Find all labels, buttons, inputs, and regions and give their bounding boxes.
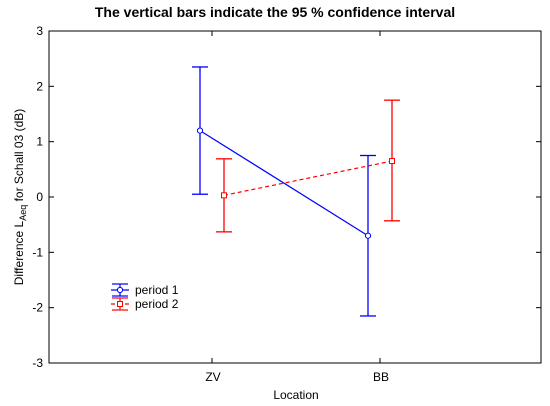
x-tick-label: BB [373, 370, 389, 384]
chart-title: The vertical bars indicate the 95 % conf… [95, 4, 455, 20]
legend-marker [116, 286, 124, 294]
legend-item-2: period 2 [111, 297, 179, 311]
x-axis-label: Location [273, 388, 318, 402]
y-axis-label-suffix: for Schall 03 (dB) [12, 109, 26, 205]
x-tick-label: ZV [205, 370, 220, 384]
y-axis: -3 -2 -1 0 1 2 3 [32, 24, 541, 370]
series-2 [216, 99, 400, 233]
plot-frame [48, 30, 542, 364]
y-axis-label-subscript: Aeq [18, 205, 28, 221]
y-axis-label: Difference LAeq for Schall 03 (dB) [12, 109, 28, 286]
y-axis-label-prefix: Difference L [12, 220, 26, 285]
series-line [223, 160, 393, 196]
series-line [199, 130, 369, 237]
legend-label: period 1 [135, 283, 179, 297]
y-tick-label: 0 [36, 190, 43, 204]
data-point [389, 158, 395, 165]
y-tick-label: -2 [32, 301, 43, 315]
legend-label: period 2 [135, 297, 179, 311]
y-tick-label: -3 [32, 356, 43, 370]
y-tick-label: -1 [32, 245, 43, 259]
series-1 [192, 66, 376, 317]
data-point [196, 127, 204, 134]
series-layer [192, 66, 400, 317]
y-tick-label: 2 [36, 79, 43, 93]
y-tick-label: 3 [36, 24, 43, 38]
legend-item-1: period 1 [111, 283, 179, 297]
y-tick-label: 1 [36, 135, 43, 149]
x-axis: ZV BB [205, 31, 389, 384]
data-point [364, 232, 372, 239]
legend-marker [117, 301, 123, 307]
data-point [221, 192, 227, 199]
